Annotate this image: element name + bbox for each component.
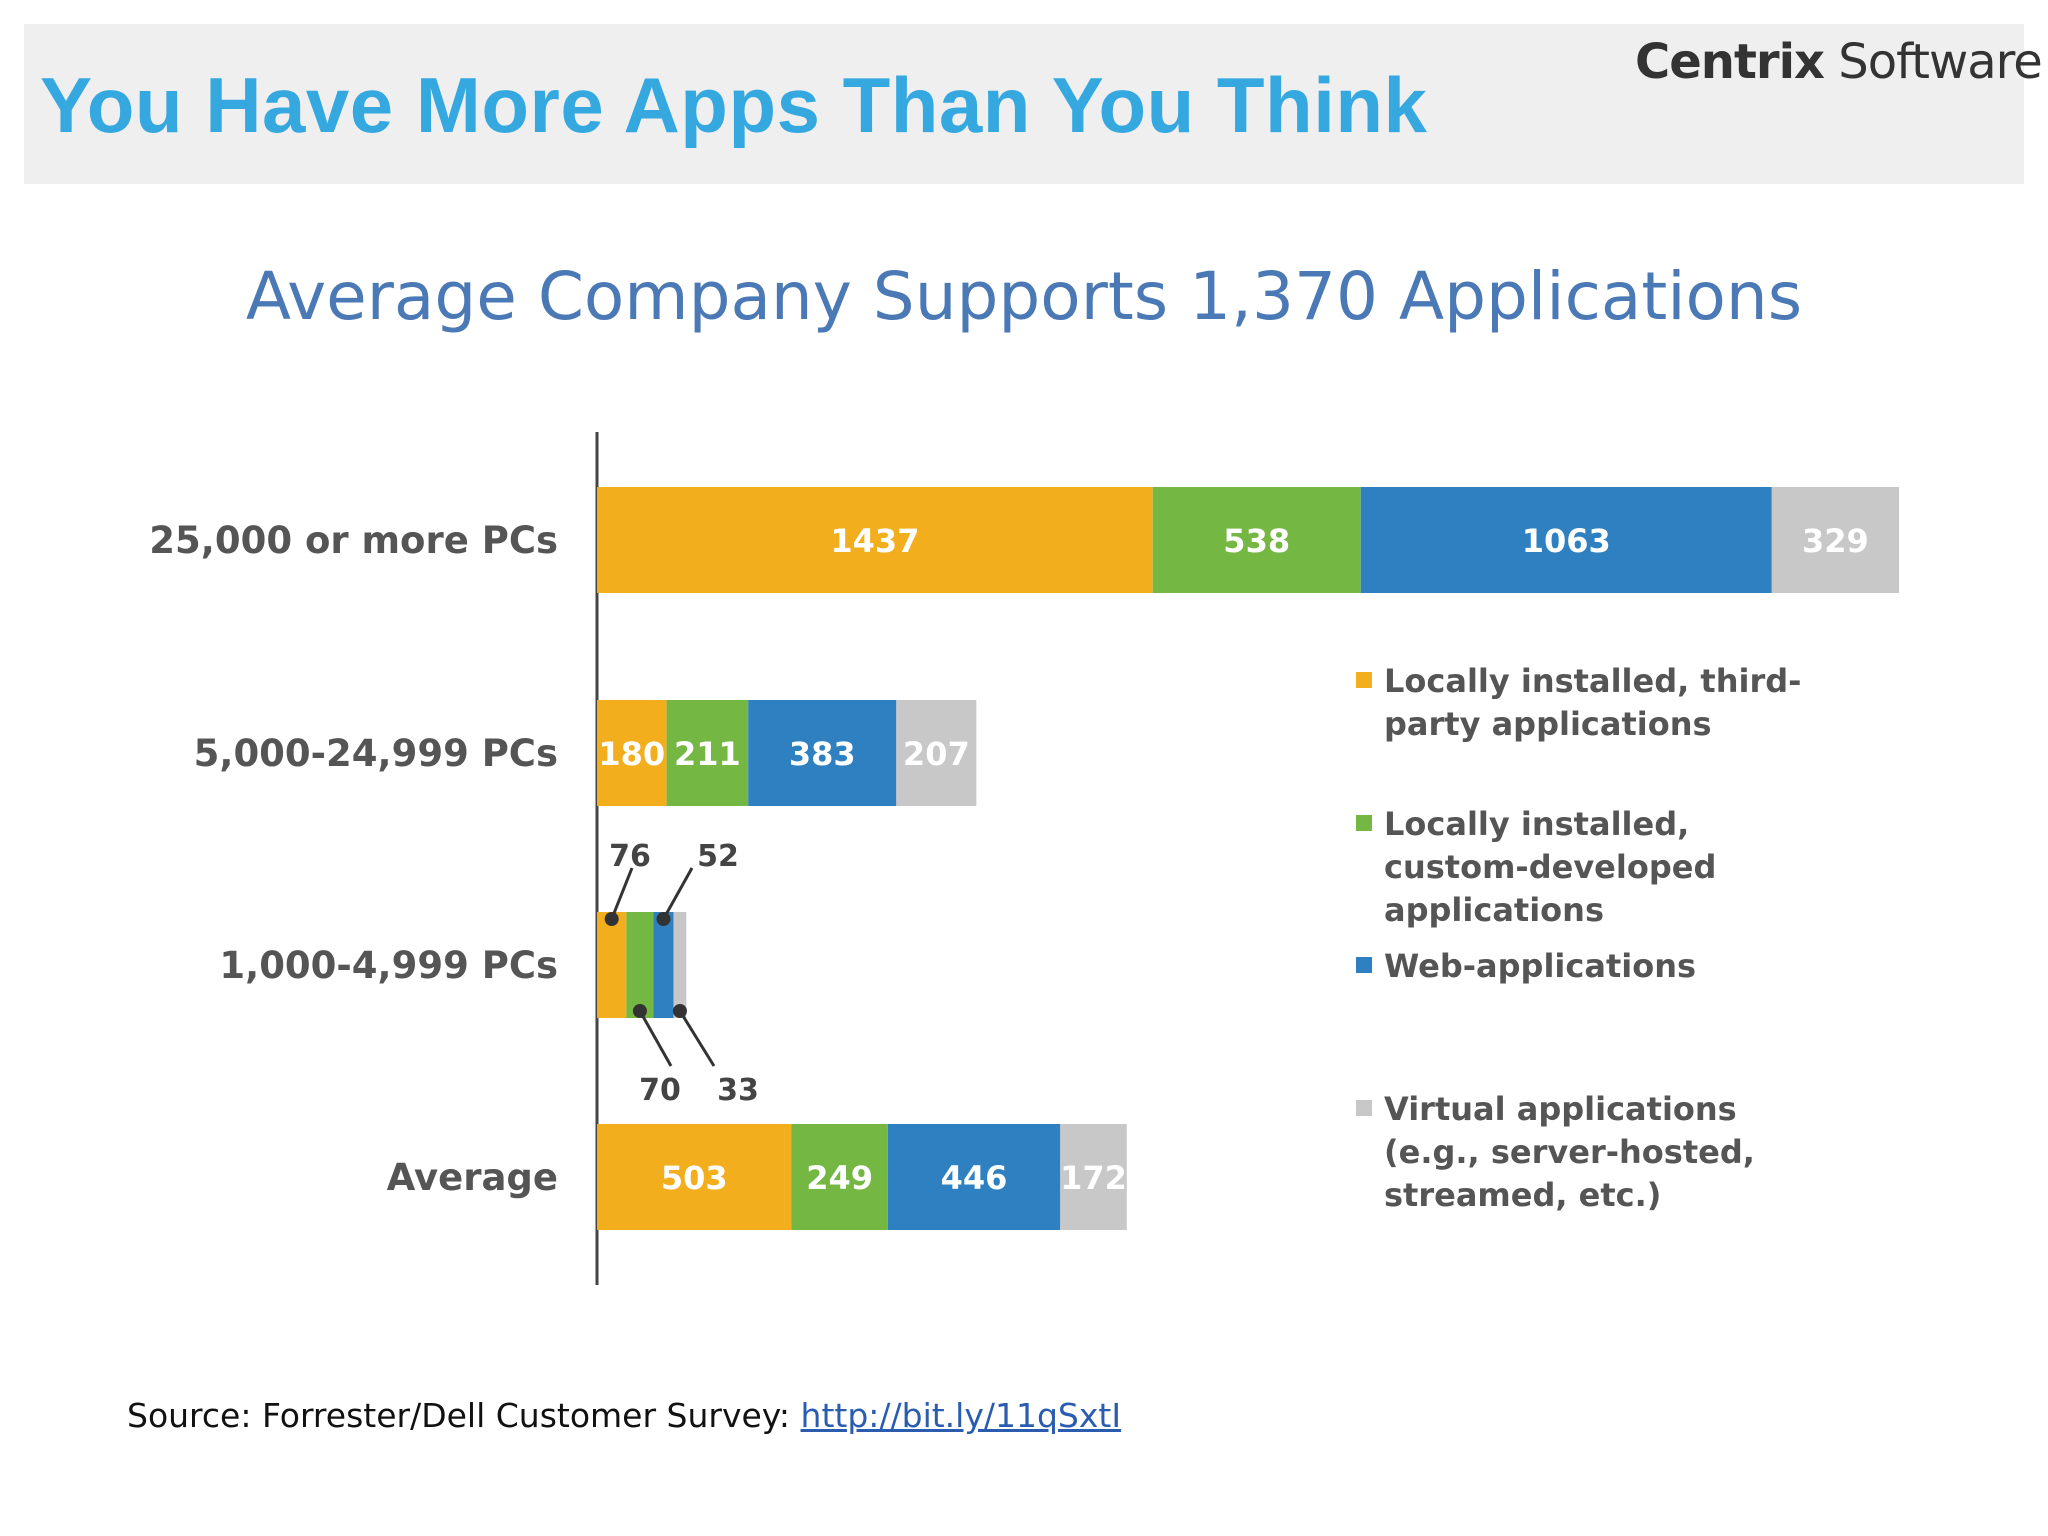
bar-segment	[887, 1124, 1061, 1230]
data-label: 329	[1802, 522, 1869, 560]
callout-leader	[610, 867, 634, 920]
legend-swatch	[1356, 1100, 1372, 1116]
callout-dot	[604, 912, 619, 926]
bar-segment	[597, 1124, 792, 1230]
brand-strong: Centrix	[1635, 34, 1825, 90]
legend-label: (e.g., server-hosted,	[1384, 1133, 1755, 1171]
bar-segment	[1771, 487, 1900, 593]
legend-label: Web-applications	[1384, 947, 1696, 985]
callout-label: 33	[717, 1073, 759, 1108]
source-line: Source: Forrester/Dell Customer Survey: …	[127, 1396, 1121, 1435]
legend-label: Locally installed, third-	[1384, 662, 1801, 700]
legend-label: streamed, etc.)	[1384, 1176, 1661, 1214]
bar-segment	[791, 1124, 888, 1230]
legend-label: Locally installed,	[1384, 805, 1689, 843]
bar-segment	[673, 912, 687, 1018]
brand-rest: Software	[1823, 34, 2043, 90]
data-label: 503	[661, 1159, 728, 1197]
category-label: 1,000-4,999 PCs	[219, 944, 558, 987]
callout-label: 76	[609, 839, 651, 874]
legend-label: Virtual applications	[1384, 1090, 1737, 1128]
bar-segment	[597, 912, 627, 1018]
callout-dot	[672, 1004, 687, 1018]
bar-segment	[1360, 487, 1772, 593]
category-label: 5,000-24,999 PCs	[194, 732, 558, 775]
data-label: 1437	[830, 522, 919, 560]
category-label: 25,000 or more PCs	[149, 519, 558, 562]
callout-leader	[638, 1010, 673, 1067]
callout-leader	[678, 1010, 716, 1067]
callout-label: 52	[697, 839, 739, 874]
legend-label: applications	[1384, 891, 1604, 929]
bar-segment	[666, 700, 749, 806]
source-link[interactable]: http://bit.ly/11qSxtI	[800, 1396, 1122, 1435]
callout-dot	[632, 1004, 647, 1018]
bar-segment	[748, 700, 897, 806]
legend-swatch	[1356, 815, 1372, 831]
category-label: Average	[387, 1156, 558, 1199]
title-band	[24, 24, 2024, 184]
callout-label: 70	[639, 1073, 681, 1108]
bar-segment	[626, 912, 654, 1018]
bar-segment	[597, 487, 1153, 593]
chart-title: Average Company Supports 1,370 Applicati…	[245, 258, 1803, 335]
data-label: 211	[674, 735, 741, 773]
bar-segment	[896, 700, 977, 806]
brand-logo: Centrix Software	[1635, 34, 2043, 90]
legend-label: party applications	[1384, 705, 1712, 743]
data-label: 383	[789, 735, 856, 773]
callout-leader	[662, 867, 694, 920]
data-label: 538	[1223, 522, 1290, 560]
bar-segment	[1060, 1124, 1127, 1230]
bar-segment	[597, 700, 667, 806]
data-label: 180	[598, 735, 665, 773]
legend-swatch	[1356, 672, 1372, 688]
data-label: 446	[941, 1159, 1008, 1197]
callout-dot	[656, 912, 671, 926]
data-label: 1063	[1522, 522, 1611, 560]
data-label: 172	[1060, 1159, 1127, 1197]
data-label: 207	[903, 735, 970, 773]
slide-title: You Have More Apps Than You Think	[40, 61, 1428, 149]
bar-segment	[1152, 487, 1361, 593]
data-label: 249	[806, 1159, 873, 1197]
legend-label: custom-developed	[1384, 848, 1716, 886]
legend-swatch	[1356, 957, 1372, 973]
bar-segment	[653, 912, 674, 1018]
source-label: Source: Forrester/Dell Customer Survey:	[127, 1396, 801, 1435]
